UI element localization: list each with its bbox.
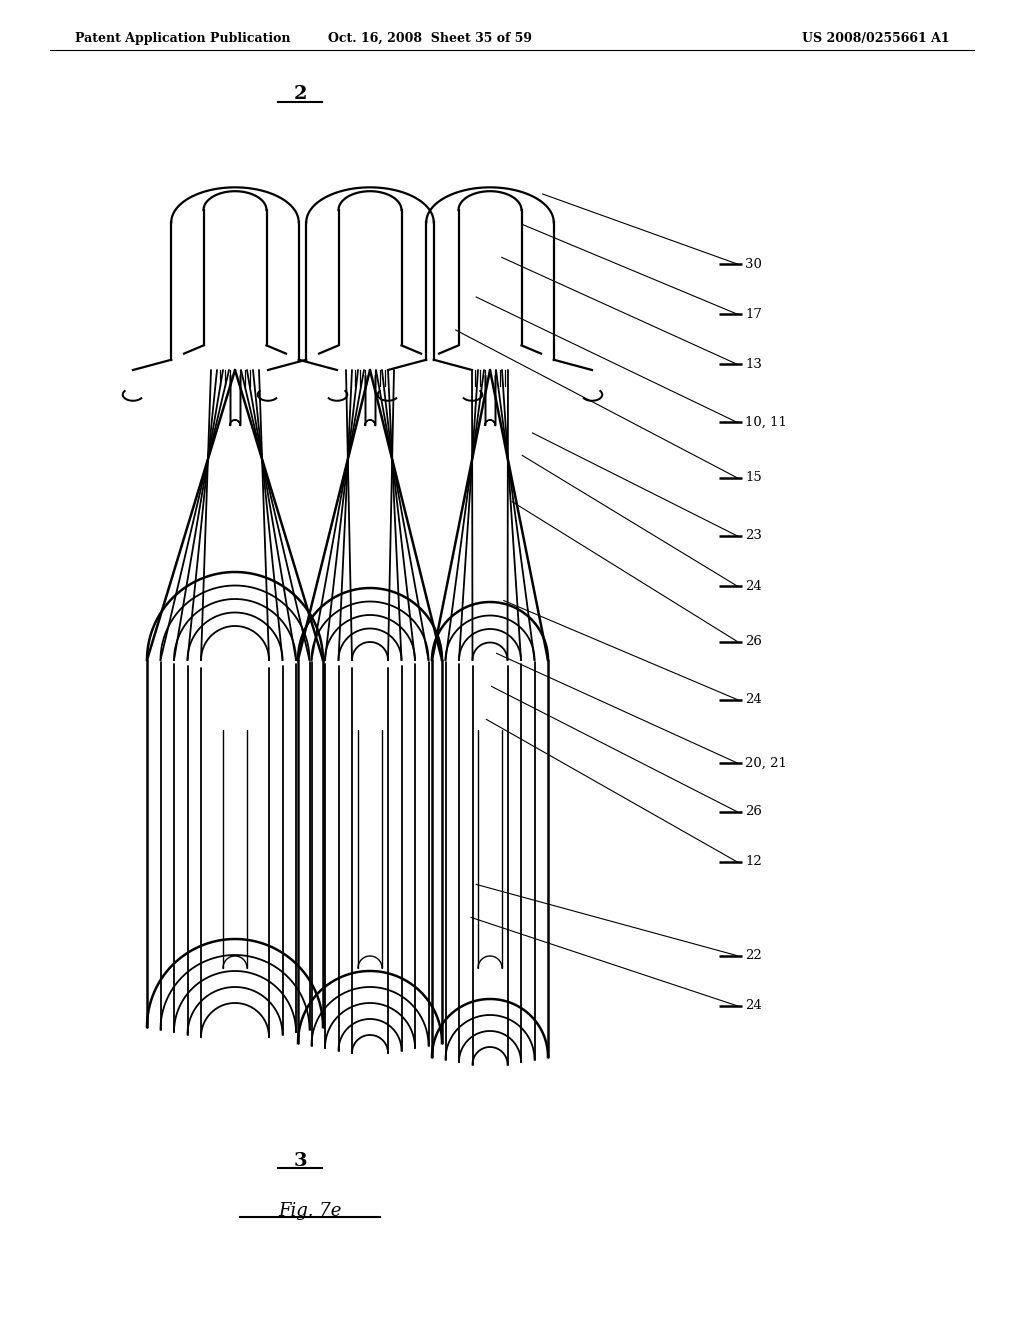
Text: 24: 24 bbox=[745, 693, 762, 706]
Text: 20, 21: 20, 21 bbox=[745, 756, 787, 770]
Text: 10, 11: 10, 11 bbox=[745, 416, 787, 429]
Text: 13: 13 bbox=[745, 358, 762, 371]
Text: 15: 15 bbox=[745, 471, 762, 484]
Text: US 2008/0255661 A1: US 2008/0255661 A1 bbox=[803, 32, 950, 45]
Text: 30: 30 bbox=[745, 257, 762, 271]
Text: 26: 26 bbox=[745, 805, 762, 818]
Text: 26: 26 bbox=[745, 635, 762, 648]
Text: 2: 2 bbox=[293, 84, 307, 103]
Text: 24: 24 bbox=[745, 579, 762, 593]
Text: 12: 12 bbox=[745, 855, 762, 869]
Text: Fig. 7e: Fig. 7e bbox=[279, 1203, 342, 1220]
Text: 17: 17 bbox=[745, 308, 762, 321]
Text: Patent Application Publication: Patent Application Publication bbox=[75, 32, 291, 45]
Text: 24: 24 bbox=[745, 999, 762, 1012]
Text: Oct. 16, 2008  Sheet 35 of 59: Oct. 16, 2008 Sheet 35 of 59 bbox=[328, 32, 532, 45]
Text: 23: 23 bbox=[745, 529, 762, 543]
Text: 22: 22 bbox=[745, 949, 762, 962]
Text: 3: 3 bbox=[293, 1152, 307, 1170]
